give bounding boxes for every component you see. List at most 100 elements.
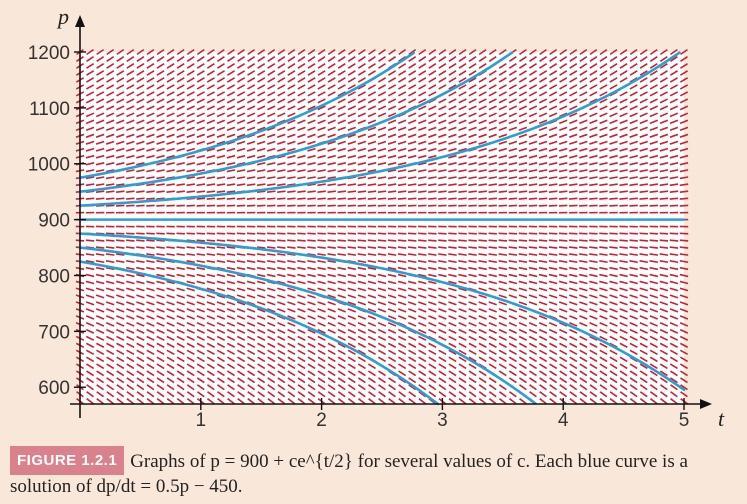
slope-segment <box>538 91 548 97</box>
slope-segment <box>307 239 316 242</box>
slope-segment <box>589 308 598 313</box>
slope-segment <box>639 70 648 76</box>
slope-segment <box>649 287 659 292</box>
slope-segment <box>85 154 95 159</box>
slope-segment <box>156 183 165 187</box>
slope-segment <box>377 321 387 327</box>
slope-segment <box>317 133 326 138</box>
slope-segment <box>478 239 487 242</box>
slope-segment <box>569 398 578 405</box>
slope-segment <box>277 197 286 200</box>
slope-segment <box>579 308 588 313</box>
slope-segment <box>226 246 236 249</box>
slope-segment <box>226 342 236 348</box>
slope-segment <box>327 119 336 125</box>
slope-segment <box>649 391 658 398</box>
slope-segment <box>539 356 548 363</box>
slope-segment <box>106 84 115 90</box>
slope-segment <box>216 287 226 292</box>
slope-segment <box>377 342 387 348</box>
slope-segment <box>398 356 407 363</box>
slope-segment <box>307 197 316 200</box>
slope-segment <box>498 301 508 306</box>
slope-segment <box>267 119 276 125</box>
slope-segment <box>468 363 477 370</box>
slope-segment <box>549 391 558 398</box>
slope-segment <box>569 370 578 377</box>
slope-segment <box>639 377 648 384</box>
slope-segment <box>327 126 336 132</box>
slope-segment <box>287 391 296 398</box>
slope-segment <box>377 356 387 363</box>
slope-segment <box>488 391 497 398</box>
slope-segment <box>96 335 105 341</box>
slope-segment <box>448 260 457 264</box>
slope-segment <box>176 169 185 173</box>
slope-segment <box>206 119 216 125</box>
slope-segment <box>287 55 296 62</box>
slope-segment <box>217 391 225 398</box>
slope-segment <box>488 183 498 187</box>
slope-segment <box>599 356 608 363</box>
slope-segment <box>176 384 185 391</box>
slope-segment <box>468 126 477 132</box>
slope-segment <box>639 140 648 145</box>
slope-segment <box>418 63 427 69</box>
slope-segment <box>548 197 558 200</box>
slope-segment <box>347 183 357 187</box>
slope-segment <box>317 308 326 313</box>
slope-segment <box>266 162 276 166</box>
slope-segment <box>196 273 206 278</box>
slope-segment <box>116 119 125 125</box>
slope-segment <box>146 398 155 405</box>
slope-segment <box>357 294 367 299</box>
slope-segment <box>86 370 95 377</box>
slope-segment <box>428 260 437 264</box>
slope-segment <box>166 301 175 306</box>
slope-segment <box>277 77 286 83</box>
slope-segment <box>257 315 266 320</box>
slope-segment <box>589 239 598 242</box>
slope-segment <box>538 105 548 111</box>
slope-segment <box>629 105 638 111</box>
slope-segment <box>368 48 376 56</box>
slope-segment <box>609 147 618 152</box>
slope-segment <box>458 48 467 56</box>
slope-segment <box>619 273 628 278</box>
slope-segment <box>418 239 427 242</box>
slope-segment <box>176 273 185 278</box>
slope-segment <box>146 335 155 341</box>
slope-segment <box>357 91 366 97</box>
slope-segment <box>95 239 105 242</box>
slope-segment <box>357 63 366 69</box>
slope-segment <box>538 169 548 173</box>
slope-segment <box>347 169 357 173</box>
slope-segment <box>206 190 216 193</box>
slope-segment <box>458 119 467 125</box>
slope-segment <box>397 133 407 138</box>
slope-segment <box>518 370 527 377</box>
slope-segment <box>86 384 94 391</box>
slope-segment <box>488 70 497 76</box>
slope-segment <box>488 280 497 285</box>
slope-segment <box>156 308 165 313</box>
slope-segment <box>357 48 366 56</box>
slope-segment <box>649 328 658 334</box>
slope-segment <box>246 197 256 200</box>
slope-segment <box>508 162 518 166</box>
slope-segment <box>337 190 346 193</box>
slope-segment <box>599 140 608 145</box>
slope-segment <box>438 253 447 256</box>
slope-segment <box>538 190 548 193</box>
slope-segment <box>599 377 608 384</box>
slope-segment <box>327 349 336 356</box>
slope-segment <box>609 377 618 384</box>
slope-segment <box>267 308 276 313</box>
slope-segment <box>317 77 326 83</box>
slope-segment <box>116 301 125 306</box>
slope-segment <box>207 398 215 405</box>
slope-segment <box>256 260 266 264</box>
slope-segment <box>277 48 286 56</box>
slope-segment <box>85 260 95 264</box>
slope-segment <box>387 154 397 159</box>
